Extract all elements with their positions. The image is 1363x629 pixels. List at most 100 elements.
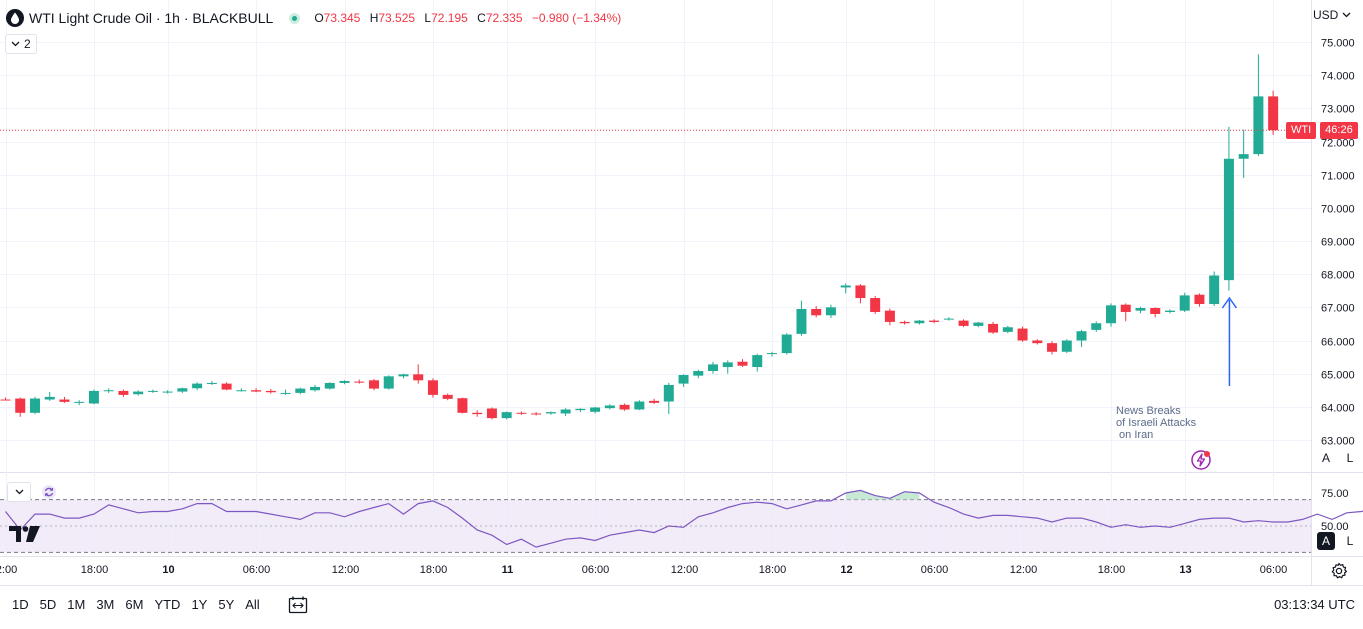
range-button-5y[interactable]: 5Y xyxy=(218,597,234,612)
price-tick-label: 65.000 xyxy=(1321,370,1355,382)
time-tick-label: 18:00 xyxy=(759,564,787,576)
price-tick-label: 69.000 xyxy=(1321,237,1355,249)
candle-body xyxy=(487,408,497,418)
candle-body xyxy=(870,298,880,312)
bottom-toolbar: 1D 5D 1M 3M 6M YTD 1Y 5Y All 03:13:34 UTC xyxy=(0,585,1363,629)
candle-body xyxy=(222,384,232,390)
candle-body xyxy=(826,307,836,315)
candle-body xyxy=(369,380,379,388)
ohlc-open: 73.345 xyxy=(324,11,361,25)
log-scale-button[interactable]: L xyxy=(1341,449,1359,467)
range-button-all[interactable]: All xyxy=(245,597,259,612)
candle-countdown: 46:26 xyxy=(1320,122,1358,139)
drop-icon xyxy=(6,9,24,27)
price-tick-label: 67.000 xyxy=(1321,303,1355,315)
candle-body xyxy=(325,383,335,389)
candle-body xyxy=(664,385,674,402)
range-button-3m[interactable]: 3M xyxy=(96,597,114,612)
candle-body xyxy=(1268,96,1278,130)
candle-body xyxy=(590,407,600,411)
price-tick-label: 72.000 xyxy=(1321,138,1355,150)
candle-body xyxy=(752,355,762,367)
currency-select[interactable]: USD xyxy=(1313,8,1351,22)
candle-body xyxy=(959,321,969,326)
candle-body xyxy=(457,398,467,413)
range-button-1d[interactable]: 1D xyxy=(12,597,29,612)
gear-icon[interactable] xyxy=(1330,562,1348,580)
candle-body xyxy=(74,402,84,403)
candle-body xyxy=(605,406,615,409)
rsi-auto-scale-button[interactable]: A xyxy=(1317,532,1335,550)
candle-body xyxy=(45,397,55,400)
rsi-collapse-button[interactable] xyxy=(7,482,31,502)
candle-body xyxy=(1077,331,1087,340)
candle-body xyxy=(104,390,114,391)
refresh-icon[interactable] xyxy=(41,484,57,500)
price-tick-label: 68.000 xyxy=(1321,270,1355,282)
candle-body xyxy=(428,380,438,395)
candle-body xyxy=(620,405,630,410)
time-tick-label: 06:00 xyxy=(243,564,271,576)
candle-body xyxy=(1150,308,1160,314)
candle-body xyxy=(1106,305,1116,323)
candle-body xyxy=(575,409,585,410)
candle-body xyxy=(811,309,821,315)
chart-title[interactable]: WTI Light Crude Oil · 1h · BLACKBULL xyxy=(29,10,273,26)
candle-body xyxy=(546,412,556,413)
candle-body xyxy=(796,309,806,334)
range-button-ytd[interactable]: YTD xyxy=(154,597,180,612)
indicators-collapse-button[interactable]: 2 xyxy=(5,34,37,54)
candle-body xyxy=(207,383,217,384)
utc-clock[interactable]: 03:13:34 UTC xyxy=(1274,597,1355,612)
candle-body xyxy=(443,395,453,399)
candle-body xyxy=(693,371,703,376)
range-button-1m[interactable]: 1M xyxy=(67,597,85,612)
time-tick-label: 12:00 xyxy=(671,564,699,576)
time-tick-label: 12 xyxy=(840,564,852,576)
candle-body xyxy=(929,321,939,322)
lightning-icon[interactable] xyxy=(1190,449,1212,471)
candle-body xyxy=(1047,343,1057,352)
candle-body xyxy=(236,390,246,391)
tradingview-logo[interactable] xyxy=(9,525,41,543)
candle-body xyxy=(502,412,512,418)
range-button-1y[interactable]: 1Y xyxy=(191,597,207,612)
candle-body xyxy=(192,384,202,389)
price-tick-label: 66.000 xyxy=(1321,337,1355,349)
candle-body xyxy=(973,323,983,326)
price-tick-label: 73.000 xyxy=(1321,104,1355,116)
chevron-down-icon xyxy=(1342,12,1351,18)
candle-body xyxy=(738,362,748,366)
candle-body xyxy=(841,285,851,287)
candle-body xyxy=(944,319,954,320)
rsi-log-scale-button[interactable]: L xyxy=(1341,532,1359,550)
rsi-tick-label: 75.00 xyxy=(1321,488,1349,500)
range-button-6m[interactable]: 6M xyxy=(125,597,143,612)
candle-body xyxy=(251,390,261,391)
price-tick-label: 63.000 xyxy=(1321,436,1355,448)
candle-body xyxy=(133,392,143,395)
candle-body xyxy=(1209,275,1219,304)
market-status-icon[interactable] xyxy=(289,13,300,24)
rsi-controls xyxy=(7,482,57,502)
time-tick-label: 06:00 xyxy=(582,564,610,576)
candle-body xyxy=(855,285,865,298)
news-annotation[interactable]: News Breaks of Israeli Attacks on Iran xyxy=(1116,405,1196,441)
candle-body xyxy=(413,374,423,380)
candle-body xyxy=(1194,295,1204,304)
auto-scale-button[interactable]: A xyxy=(1317,449,1335,467)
time-tick-label: 2:00 xyxy=(0,564,17,576)
time-range-buttons: 1D 5D 1M 3M 6M YTD 1Y 5Y All xyxy=(12,597,271,612)
calendar-range-icon[interactable] xyxy=(288,595,308,615)
time-tick-label: 18:00 xyxy=(81,564,109,576)
candle-body xyxy=(782,335,792,354)
candle-body xyxy=(384,376,394,388)
candle-body xyxy=(1121,305,1131,312)
ohlc-change: −0.980 (−1.34%) xyxy=(532,11,621,25)
candle-body xyxy=(914,321,924,324)
range-button-5d[interactable]: 5D xyxy=(40,597,57,612)
candle-body xyxy=(634,402,644,410)
chevron-down-icon xyxy=(11,41,20,47)
currency-label: USD xyxy=(1313,8,1338,22)
